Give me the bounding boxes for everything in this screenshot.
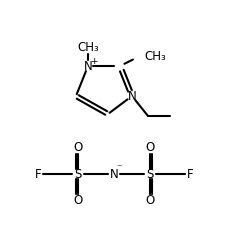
Text: N: N (127, 89, 136, 103)
Text: CH₃: CH₃ (143, 50, 165, 62)
Text: N: N (109, 168, 118, 181)
Text: O: O (73, 194, 82, 207)
Text: CH₃: CH₃ (77, 41, 99, 54)
Text: ⁻: ⁻ (116, 163, 121, 173)
Text: N: N (83, 60, 92, 72)
Text: O: O (145, 140, 154, 153)
Text: S: S (146, 168, 153, 181)
Text: F: F (35, 168, 41, 181)
Text: S: S (74, 168, 81, 181)
Text: F: F (186, 168, 192, 181)
Text: O: O (73, 140, 82, 153)
Text: +: + (90, 57, 97, 65)
Text: O: O (145, 194, 154, 207)
